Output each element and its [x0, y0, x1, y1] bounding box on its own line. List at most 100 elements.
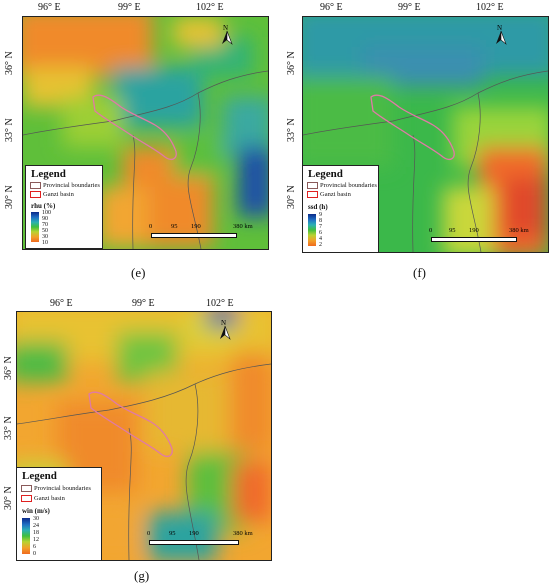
y-tick-33: 33° N [3, 416, 14, 440]
x-tick-99: 99° E [398, 2, 421, 13]
colorbar-variable: ssd (h) [308, 203, 328, 211]
colorbar-tick: 7 [319, 224, 322, 230]
panel-caption: (g) [134, 568, 150, 583]
colorbar [308, 214, 316, 246]
y-tick-36: 36° N [286, 51, 297, 75]
colorbar-tick: 6 [319, 230, 322, 236]
scale-label: 95 [171, 223, 178, 230]
colorbar-variable: rhu (%) [31, 202, 56, 210]
x-tick-96: 96° E [320, 2, 343, 13]
boundary-swatch [30, 182, 41, 190]
scale-bar: 0 95 190 380 km [147, 530, 267, 546]
x-tick-99: 99° E [132, 298, 155, 309]
scale-bar: 0 95 190 380 km [149, 223, 264, 239]
scale-label: 190 [189, 530, 199, 537]
legend-box: Legend Provincial boundaries Ganzi basin… [303, 165, 379, 252]
x-tick-102: 102° E [476, 2, 504, 13]
y-tick-33: 33° N [286, 118, 297, 142]
provincial-boundary [128, 427, 132, 560]
legend-item-label: Ganzi basin [320, 191, 351, 198]
scale-label: 95 [169, 530, 176, 537]
colorbar [31, 212, 39, 242]
legend-item-label: Ganzi basin [43, 191, 74, 198]
legend-item-label: Provincial boundaries [320, 182, 377, 189]
legend-title: Legend [22, 470, 57, 482]
north-label: N [221, 319, 226, 327]
scale-bar-graphic [151, 233, 237, 238]
y-tick-30: 30° N [3, 486, 14, 510]
x-tick-99: 99° E [118, 2, 141, 13]
basin-swatch [307, 191, 318, 199]
y-tick-33: 33° N [4, 118, 15, 142]
boundary-overlay [17, 363, 271, 560]
north-label: N [497, 24, 502, 32]
colorbar-tick: 100 [42, 210, 51, 216]
legend-item-boundary: Provincial boundaries [21, 485, 91, 493]
colorbar-tick: 4 [319, 236, 322, 242]
legend-item-label: Provincial boundaries [34, 485, 91, 492]
north-arrow-icon: N [493, 23, 509, 50]
map-frame: N Legend Provincial boundaries Ganzi bas… [16, 311, 272, 561]
colorbar-tick: 50 [42, 228, 48, 234]
y-tick-36: 36° N [3, 356, 14, 380]
colorbar-tick: 9 [319, 212, 322, 218]
x-tick-96: 96° E [38, 2, 61, 13]
legend-item-basin: Ganzi basin [307, 191, 351, 199]
colorbar-tick: 18 [33, 530, 39, 536]
scale-bar: 0 95 190 380 km [429, 227, 544, 243]
legend-box: Legend Provincial boundaries Ganzi basin… [17, 467, 102, 560]
provincial-boundary [185, 383, 200, 560]
colorbar-tick: 10 [42, 240, 48, 246]
scale-label: 380 km [233, 223, 253, 230]
scale-bar-graphic [149, 540, 239, 545]
map-frame: N Legend Provincial boundaries Ganzi bas… [302, 16, 549, 253]
scale-label: 0 [429, 227, 433, 234]
legend-item-label: Provincial boundaries [43, 182, 100, 189]
scale-label: 0 [147, 530, 151, 537]
provincial-boundary [412, 134, 416, 252]
scale-label: 380 km [233, 530, 253, 537]
colorbar-tick: 0 [33, 551, 36, 557]
colorbar-variable: win (m/s) [22, 507, 50, 515]
y-tick-30: 30° N [286, 185, 297, 209]
provincial-boundary [17, 363, 271, 425]
boundary-overlay [23, 70, 268, 249]
legend-item-boundary: Provincial boundaries [30, 182, 100, 190]
legend-item-basin: Ganzi basin [30, 191, 74, 199]
boundary-swatch [307, 182, 318, 190]
panel-caption: (e) [131, 265, 146, 280]
y-tick-30: 30° N [4, 185, 15, 209]
colorbar-tick: 2 [319, 242, 322, 248]
scale-label: 190 [469, 227, 479, 234]
colorbar-tick: 24 [33, 523, 39, 529]
colorbar-tick: 70 [42, 222, 48, 228]
ganzi-basin-outline [370, 94, 455, 161]
legend-title: Legend [31, 168, 66, 180]
map-frame: N Legend Provincial boundaries Ganzi bas… [22, 16, 269, 250]
scale-label: 0 [149, 223, 153, 230]
north-label: N [223, 24, 228, 32]
basin-swatch [30, 191, 41, 199]
legend-box: Legend Provincial boundaries Ganzi basin… [25, 165, 103, 249]
legend-item-basin: Ganzi basin [21, 495, 65, 503]
colorbar [22, 518, 30, 554]
provincial-boundary [132, 134, 136, 249]
x-tick-102: 102° E [206, 298, 234, 309]
x-tick-96: 96° E [50, 298, 73, 309]
scale-label: 95 [449, 227, 456, 234]
colorbar-tick: 90 [42, 216, 48, 222]
scale-label: 380 km [509, 227, 529, 234]
provincial-boundary [187, 92, 202, 249]
boundary-overlay [303, 70, 548, 252]
legend-title: Legend [308, 168, 343, 180]
boundary-swatch [21, 485, 32, 493]
north-arrow-icon: N [217, 318, 233, 345]
scale-label: 190 [191, 223, 201, 230]
y-tick-36: 36° N [4, 51, 15, 75]
colorbar-tick: 8 [319, 218, 322, 224]
colorbar-tick: 12 [33, 537, 39, 543]
colorbar-tick: 30 [33, 516, 39, 522]
ganzi-basin-outline [88, 391, 173, 458]
colorbar-tick: 30 [42, 234, 48, 240]
provincial-boundary [303, 70, 548, 136]
